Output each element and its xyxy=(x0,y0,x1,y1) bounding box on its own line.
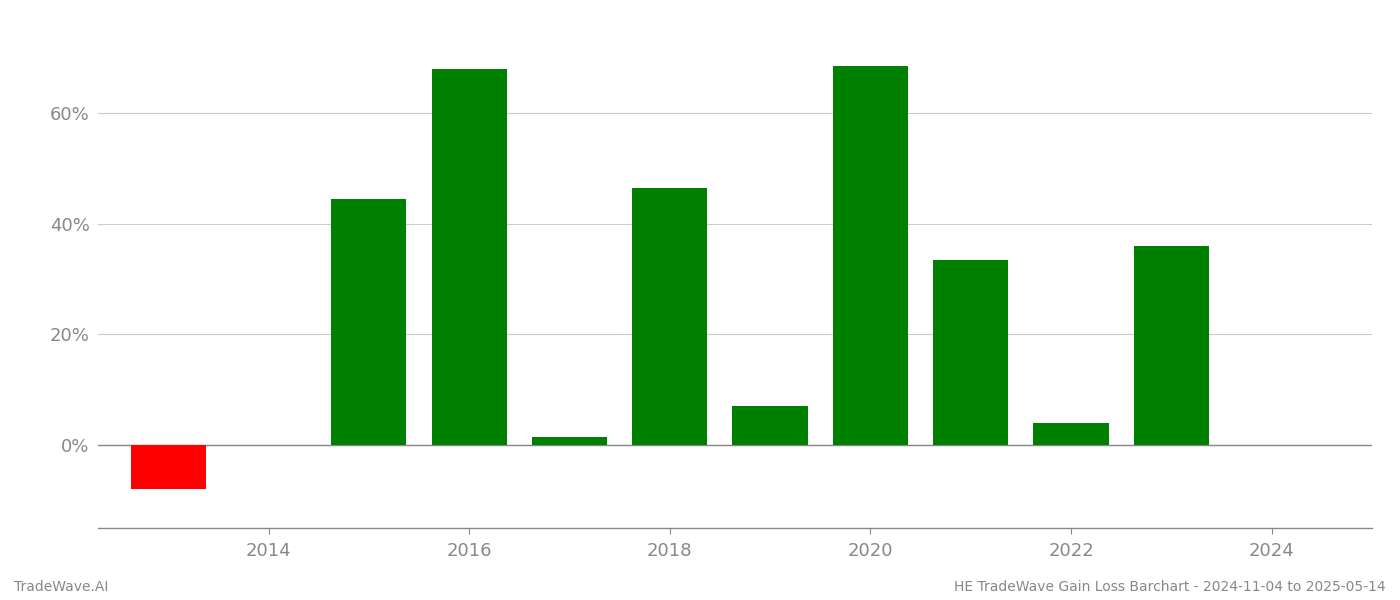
Bar xyxy=(130,445,206,489)
Bar xyxy=(633,188,707,445)
Bar xyxy=(431,69,507,445)
Text: TradeWave.AI: TradeWave.AI xyxy=(14,580,108,594)
Bar xyxy=(332,199,406,445)
Bar xyxy=(532,437,608,445)
Bar xyxy=(732,406,808,445)
Bar xyxy=(1134,246,1210,445)
Text: HE TradeWave Gain Loss Barchart - 2024-11-04 to 2025-05-14: HE TradeWave Gain Loss Barchart - 2024-1… xyxy=(955,580,1386,594)
Bar xyxy=(934,260,1008,445)
Bar xyxy=(1033,423,1109,445)
Bar xyxy=(833,66,909,445)
